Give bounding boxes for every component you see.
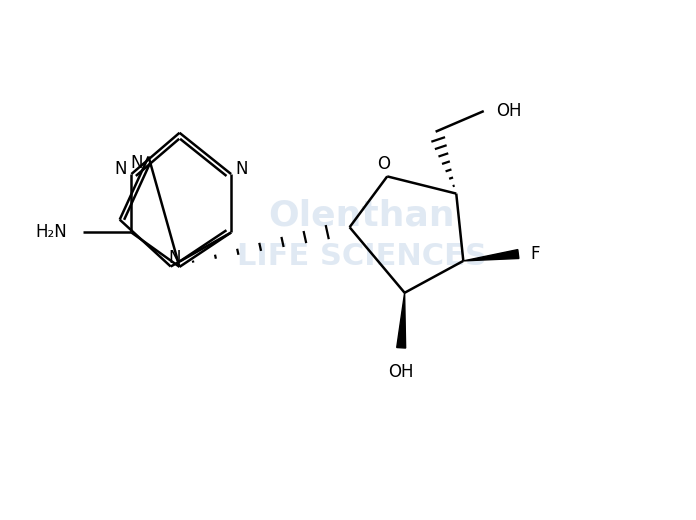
Polygon shape (397, 293, 406, 348)
Text: N: N (130, 154, 143, 173)
Text: LIFE SCIENCES: LIFE SCIENCES (237, 242, 487, 271)
Text: OH: OH (388, 363, 414, 381)
Text: F: F (531, 245, 540, 263)
Text: OH: OH (496, 102, 521, 120)
Text: N: N (236, 160, 248, 177)
Text: H₂N: H₂N (35, 224, 68, 241)
Text: O: O (377, 155, 390, 173)
Text: Olenthan: Olenthan (269, 198, 455, 232)
Polygon shape (464, 250, 519, 261)
Text: N: N (168, 249, 180, 267)
Text: N: N (114, 160, 127, 177)
